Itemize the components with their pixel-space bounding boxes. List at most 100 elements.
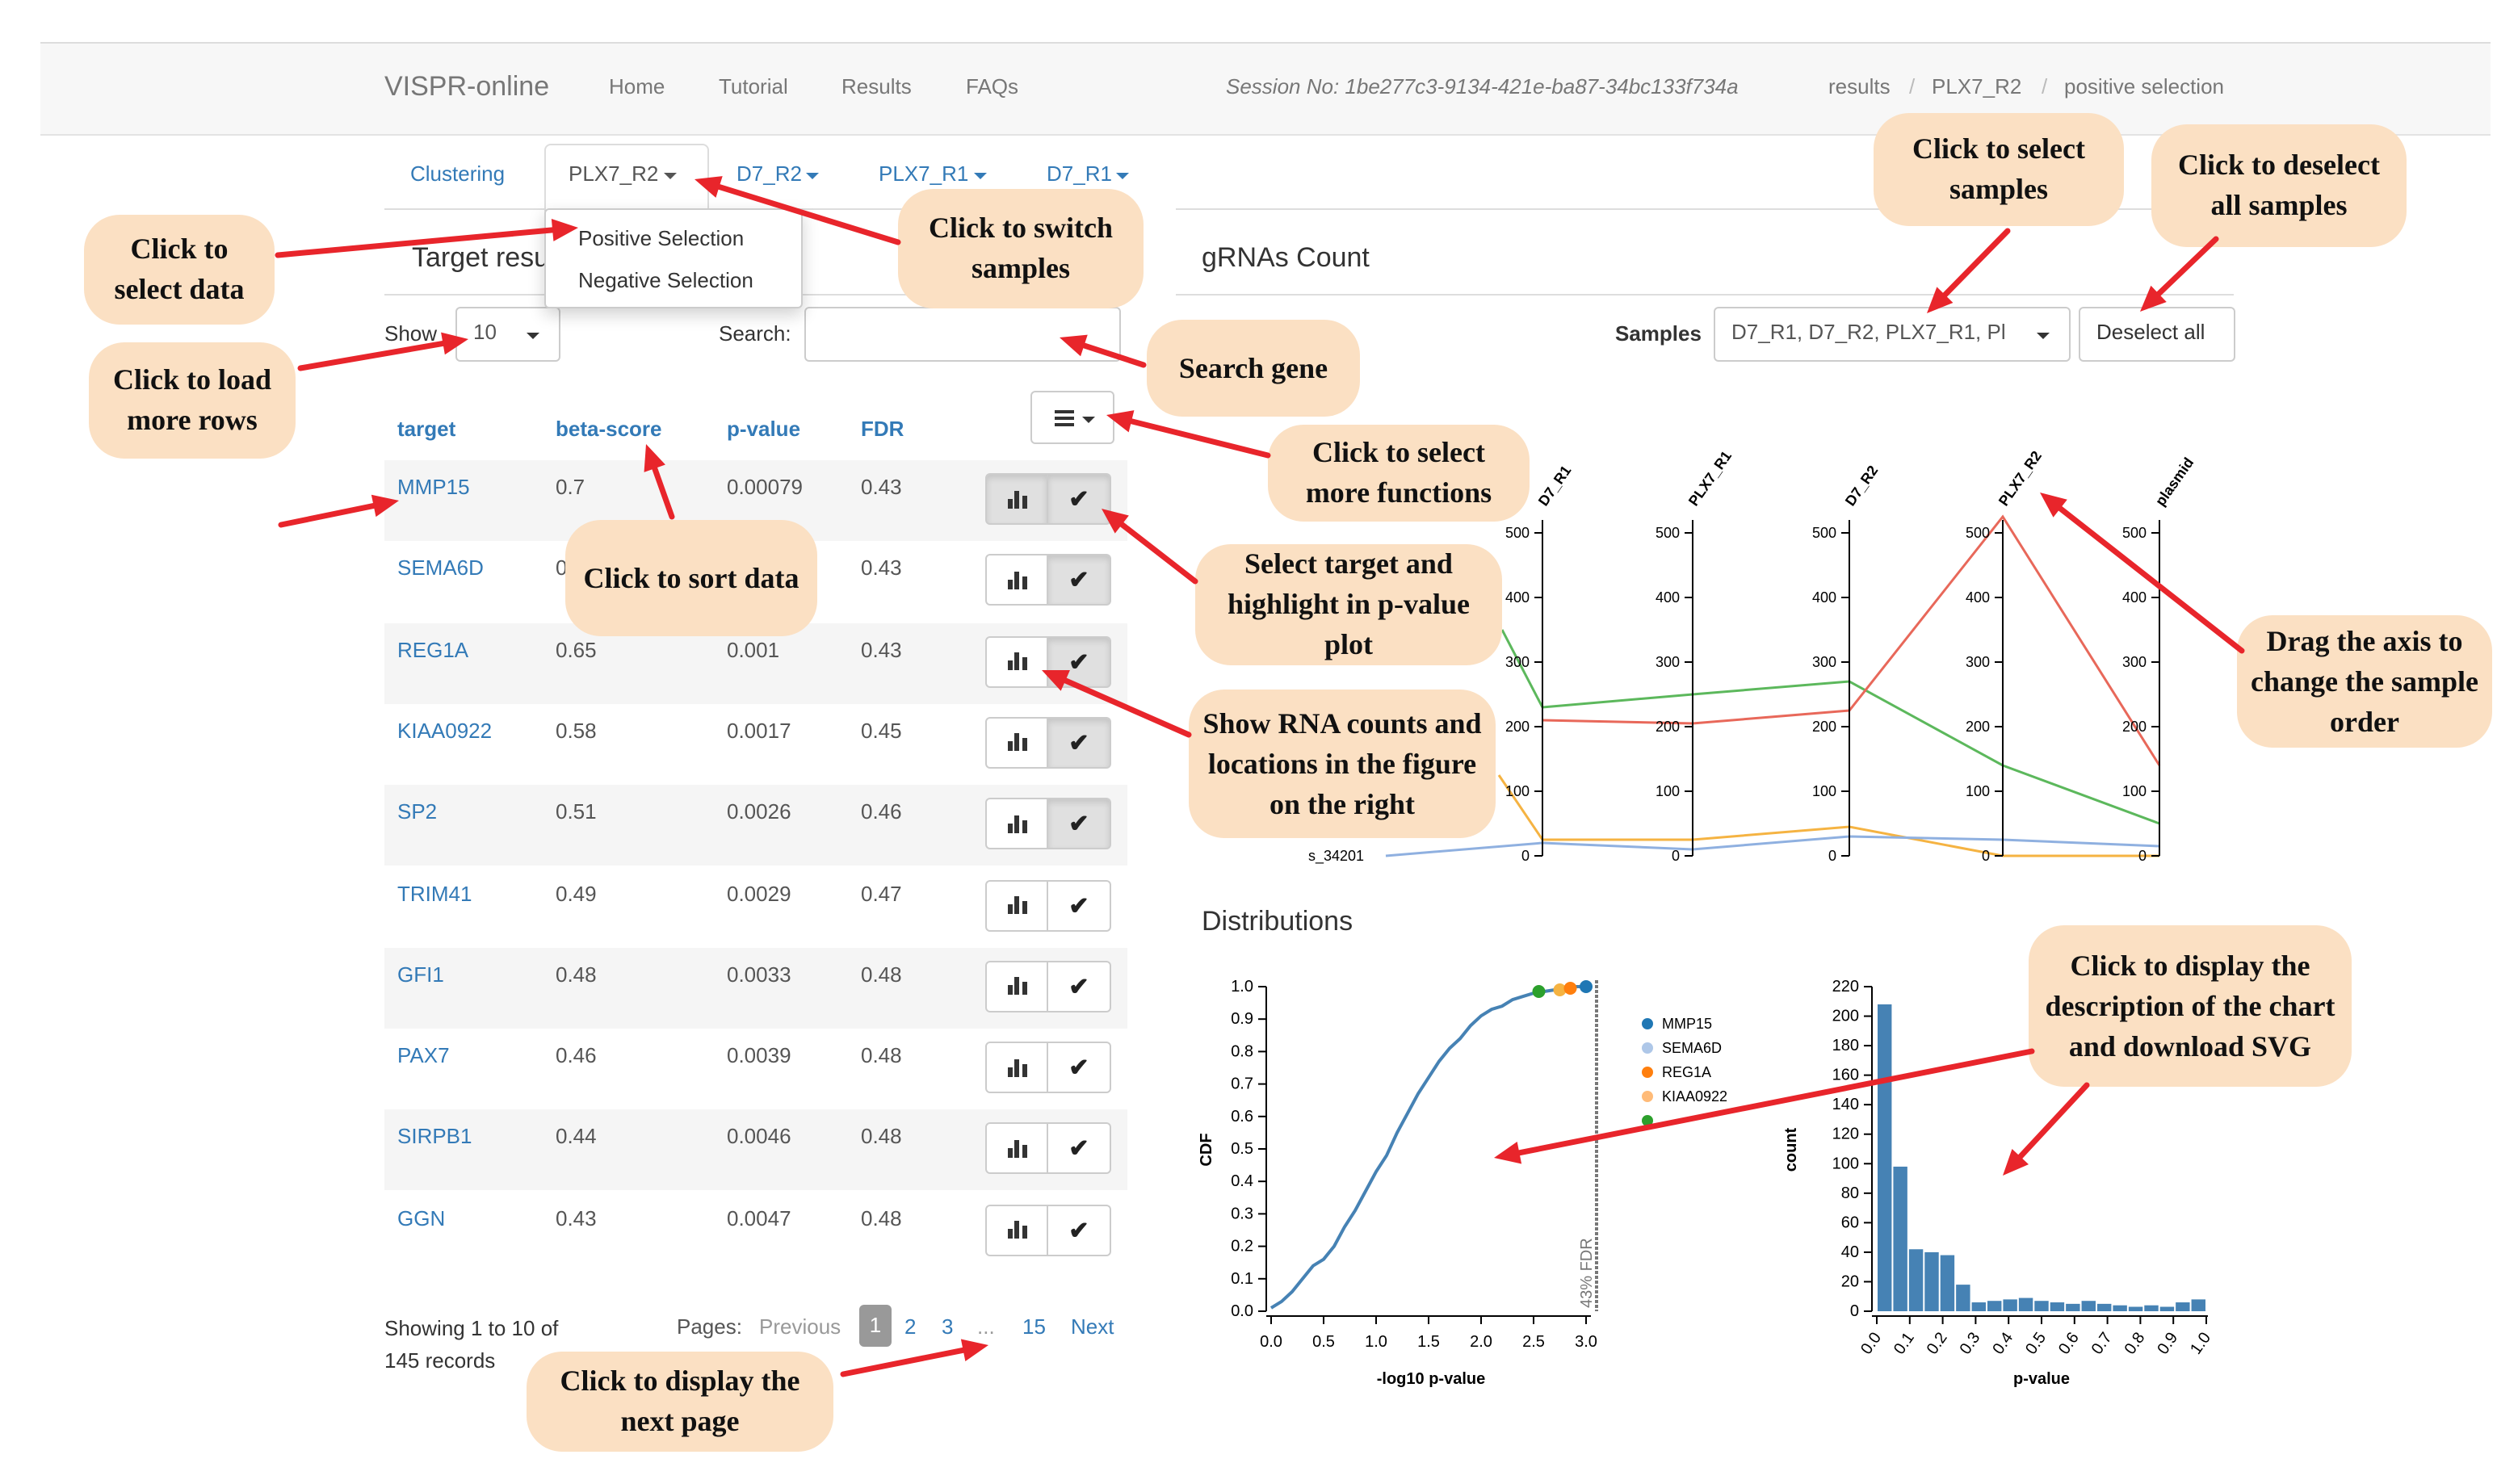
breadcrumb-separator: /	[1909, 74, 1916, 99]
cell-fdr: 0.43	[861, 637, 902, 662]
annotation-search-gene: Search gene	[1147, 320, 1360, 417]
cell-target[interactable]: SIRPB1	[397, 1124, 472, 1149]
select-target-button[interactable]: ✔	[1048, 1204, 1111, 1256]
cell-target[interactable]: MMP15	[397, 475, 470, 499]
menu-item-negative-selection[interactable]: Negative Selection	[578, 268, 753, 292]
cell-target[interactable]: SP2	[397, 799, 438, 824]
cell-target[interactable]: REG1A	[397, 637, 469, 662]
cell-target[interactable]: KIAA0922	[397, 718, 493, 743]
select-target-button[interactable]: ✔	[1048, 1042, 1111, 1094]
show-counts-button[interactable]	[985, 798, 1048, 850]
samples-multiselect[interactable]: D7_R1, D7_R2, PLX7_R1, Pl	[1714, 307, 2071, 362]
cdf-y-tick-label: 0.0	[1231, 1302, 1253, 1320]
check-icon: ✔	[1068, 729, 1089, 757]
cell-target[interactable]: GFI1	[397, 962, 444, 987]
show-counts-button[interactable]	[985, 635, 1048, 688]
annotation-arrow-line	[297, 340, 446, 371]
show-counts-button[interactable]	[985, 473, 1048, 525]
hist-y-tick-label: 20	[1841, 1272, 1859, 1290]
target-results-title: Target resu	[412, 242, 550, 273]
show-counts-button[interactable]	[985, 1042, 1048, 1094]
page-3[interactable]: 3	[942, 1314, 954, 1339]
page-previous[interactable]: Previous	[759, 1314, 841, 1339]
select-target-button[interactable]: ✔	[1048, 798, 1111, 850]
hist-y-tick-label: 160	[1832, 1067, 1859, 1084]
column-header-fdr[interactable]: FDR	[861, 417, 904, 441]
nav-results[interactable]: Results	[841, 74, 912, 99]
annotation-arrowhead	[371, 494, 399, 518]
menu-item-positive-selection[interactable]: Positive Selection	[578, 226, 745, 250]
annotation-arrow-line	[2017, 1082, 2090, 1160]
column-options-button[interactable]	[1030, 391, 1114, 444]
cdf-legend-swatch	[1642, 1115, 1653, 1126]
annotation-arrowhead	[2003, 1149, 2029, 1176]
selection-dropdown-menu: Positive Selection Negative Selection	[544, 208, 803, 308]
hist-y-tick-label: 40	[1841, 1243, 1859, 1261]
annotation-highlight: Select target and highlight in p-value p…	[1195, 544, 1502, 665]
brand-logo[interactable]: VISPR-online	[384, 71, 550, 102]
breadcrumb-results[interactable]: results	[1828, 74, 1891, 99]
column-header-beta-score[interactable]: beta-score	[556, 417, 662, 441]
cdf-x-axis-label: -log10 p-value	[1377, 1370, 1485, 1388]
tab-clustering[interactable]: Clustering	[410, 161, 506, 186]
nav-faqs[interactable]: FAQs	[966, 74, 1019, 99]
pc-tick-label: 300	[2122, 654, 2147, 670]
pc-tick-label: 200	[1812, 719, 1836, 735]
tab-d7-r2[interactable]: D7_R2	[737, 161, 820, 186]
cell-fdr: 0.48	[861, 962, 902, 987]
tab-d7-r1[interactable]: D7_R1	[1047, 161, 1130, 186]
select-target-button[interactable]: ✔	[1048, 960, 1111, 1012]
show-counts-button[interactable]	[985, 1122, 1048, 1175]
rows-per-page-select[interactable]: 10	[455, 307, 560, 362]
select-target-button[interactable]: ✔	[1048, 1122, 1111, 1175]
show-counts-button[interactable]	[985, 716, 1048, 769]
select-target-button[interactable]: ✔	[1048, 716, 1111, 769]
pc-line-extension	[1500, 629, 1544, 708]
column-header-p-value[interactable]: p-value	[727, 417, 801, 441]
select-target-button[interactable]: ✔	[1048, 554, 1111, 606]
cell-p-value: 0.0026	[727, 799, 791, 824]
show-counts-button[interactable]	[985, 960, 1048, 1012]
hist-y-tick-label: 120	[1832, 1126, 1859, 1143]
show-counts-button[interactable]	[985, 879, 1048, 931]
nav-tutorial[interactable]: Tutorial	[719, 74, 788, 99]
annotation-arrow-line	[275, 227, 556, 258]
histogram-bar	[1940, 1255, 1955, 1311]
select-target-button[interactable]: ✔	[1048, 879, 1111, 931]
annotation-arrowhead	[2040, 493, 2067, 518]
cell-target[interactable]: TRIM41	[397, 881, 472, 905]
cell-fdr: 0.46	[861, 799, 902, 824]
cell-target[interactable]: PAX7	[397, 1043, 450, 1068]
page-15[interactable]: 15	[1022, 1314, 1046, 1339]
bar-chart-icon	[1007, 733, 1026, 752]
show-counts-button[interactable]	[985, 1204, 1048, 1256]
tab-plx7-r1[interactable]: PLX7_R1	[879, 161, 987, 186]
column-header-target[interactable]: target	[397, 417, 456, 441]
page-2[interactable]: 2	[904, 1314, 917, 1339]
page-1[interactable]: 1	[859, 1305, 892, 1347]
annotation-arrow-line	[2155, 236, 2219, 297]
show-counts-button[interactable]	[985, 554, 1048, 606]
cdf-fdr-label: 43% FDR	[1578, 1238, 1596, 1308]
annotation-arrow-line	[716, 183, 901, 245]
cell-p-value: 0.001	[727, 637, 780, 662]
cell-target[interactable]: GGN	[397, 1205, 446, 1230]
breadcrumb-sample[interactable]: PLX7_R2	[1932, 74, 2022, 99]
check-icon: ✔	[1068, 486, 1089, 514]
bar-chart-icon	[1007, 652, 1026, 671]
cell-fdr: 0.48	[861, 1124, 902, 1149]
samples-label: Samples	[1615, 321, 1702, 346]
check-icon: ✔	[1068, 567, 1089, 595]
nav-home[interactable]: Home	[609, 74, 665, 99]
caret-down-icon	[2037, 333, 2050, 339]
page-next[interactable]: Next	[1071, 1314, 1114, 1339]
search-input[interactable]	[804, 307, 1121, 362]
tab-plx7-r2[interactable]: PLX7_R2	[569, 161, 677, 186]
cell-target[interactable]: SEMA6D	[397, 555, 484, 581]
pc-tick-label: 100	[1505, 783, 1530, 799]
caret-down-icon	[806, 172, 820, 179]
deselect-all-button[interactable]: Deselect all	[2079, 307, 2235, 362]
pc-tick-label: 100	[2122, 783, 2147, 799]
cell-beta-score: 0.51	[556, 799, 597, 824]
select-target-button[interactable]: ✔	[1048, 473, 1111, 525]
